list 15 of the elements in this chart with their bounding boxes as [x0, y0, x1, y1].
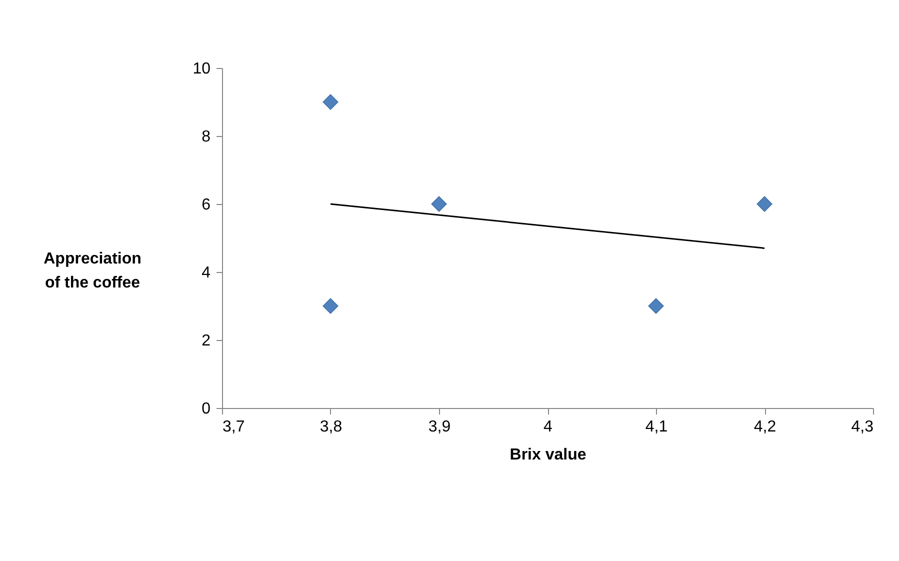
- x-tick-label: 4,2: [754, 418, 776, 436]
- x-tick-label: 4,1: [645, 418, 668, 436]
- x-tick-label: 4: [544, 418, 553, 436]
- y-tick-label: 2: [202, 332, 211, 350]
- y-tick-label: 10: [192, 60, 211, 78]
- x-tick-label: 3,9: [428, 418, 451, 436]
- x-tick-label: 3,8: [320, 418, 342, 436]
- y-tick-label: 6: [202, 196, 211, 214]
- y-tick-label: 0: [202, 400, 211, 418]
- y-tick-label: 8: [202, 128, 211, 146]
- x-tick-label: 3,7: [222, 418, 245, 436]
- y-axis-title: Appreciation of the coffee: [44, 250, 142, 292]
- y-tick-label: 4: [202, 264, 211, 282]
- x-axis-title: Brix value: [510, 446, 586, 464]
- x-tick-label: 4,3: [851, 418, 874, 436]
